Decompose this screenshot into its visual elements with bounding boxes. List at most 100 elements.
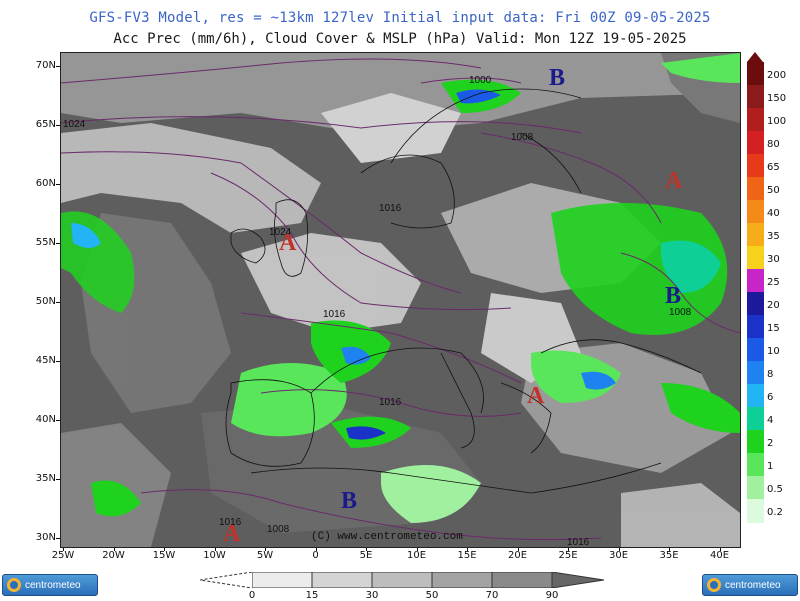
- colorbar-swatch: [747, 177, 764, 201]
- longitude-label: 25W: [51, 550, 75, 561]
- longitude-label: 35E: [659, 550, 679, 561]
- longitude-label: 20E: [507, 550, 528, 561]
- colorbar-swatch: [747, 292, 764, 316]
- logo-text: centrometeo: [25, 579, 81, 591]
- colorbar-label: 25: [767, 276, 780, 288]
- isobar-label-edge: 1024: [63, 119, 86, 130]
- colorbar-swatch: [747, 200, 764, 224]
- colorbar-swatch: [747, 315, 764, 339]
- longitude-label: 40E: [709, 550, 730, 561]
- longitude-label: 20W: [102, 550, 125, 561]
- isobar-label: 1008: [267, 524, 290, 535]
- coastlines: [225, 88, 702, 494]
- cloud-swatch: [431, 572, 493, 588]
- latitude-tick: [56, 66, 61, 67]
- longitude-tick: [63, 546, 64, 551]
- longitude-tick: [568, 546, 569, 551]
- longitude-tick: [416, 546, 418, 551]
- colorbar-swatch: [747, 476, 764, 500]
- cloud-label: 30: [365, 590, 379, 601]
- low-center-marker: B: [549, 65, 565, 91]
- colorbar-label: 35: [767, 230, 780, 242]
- colorbar-swatch: [747, 407, 764, 431]
- cloud-label: 50: [425, 590, 439, 601]
- longitude-label: 10W: [203, 550, 226, 561]
- logo-ring-icon: [707, 578, 721, 592]
- longitude-tick: [164, 546, 165, 551]
- colorbar-label: 50: [767, 184, 780, 196]
- centrometeo-logo-right[interactable]: centrometeo: [702, 574, 798, 596]
- longitude-tick: [719, 546, 721, 551]
- colorbar-label: 1: [767, 460, 774, 472]
- cloud-label: 90: [545, 590, 559, 601]
- colorbar-swatch: [747, 246, 764, 270]
- colorbar-label: 200: [767, 69, 787, 81]
- precipitation-layer: [61, 53, 740, 523]
- cloud-swatch: [311, 572, 373, 588]
- colorbar-swatch: [747, 85, 764, 109]
- colorbar-label: 6: [767, 391, 774, 403]
- centrometeo-logo-left[interactable]: centrometeo: [2, 574, 98, 596]
- longitude-label: 30E: [608, 550, 629, 561]
- latitude-tick: [56, 479, 61, 480]
- longitude-tick: [669, 546, 670, 551]
- colorbar-swatch: [747, 223, 764, 247]
- low-center-marker: B: [341, 488, 357, 514]
- longitude-tick: [265, 546, 266, 551]
- isobar-label: 1024: [269, 227, 292, 238]
- copyright-text: (C) www.centrometeo.com: [311, 531, 463, 543]
- latitude-tick: [56, 361, 61, 362]
- isobar-label: 1008: [669, 307, 692, 318]
- latitude-label: 30N: [35, 532, 56, 543]
- colorbar-label: 150: [767, 92, 787, 104]
- longitude-label: 5W: [256, 550, 274, 561]
- colorbar-swatch: [747, 384, 764, 408]
- longitude-label: 10E: [406, 550, 427, 561]
- latitude-label: 55N: [35, 237, 56, 248]
- colorbar-swatch: [747, 131, 764, 155]
- cloud-label: 70: [485, 590, 499, 601]
- longitude-label: 5E: [359, 550, 373, 561]
- high-center-marker: A: [527, 383, 545, 409]
- longitude-label: 0: [312, 550, 319, 561]
- cloud-label: 15: [305, 590, 319, 601]
- isobar-labels: 1000 1008 1016 1024 1016 1016 1008 1016 …: [63, 75, 692, 547]
- pressure-centers: B A A B A B A: [223, 65, 683, 547]
- isobar-label: 1000: [469, 75, 492, 86]
- high-center-marker: A: [279, 230, 297, 256]
- longitude-tick: [366, 546, 367, 551]
- colorbar-swatch: [747, 338, 764, 362]
- longitude-tick: [214, 546, 216, 551]
- colorbar-swatch: [747, 154, 764, 178]
- isobar-label: 1016: [567, 537, 590, 547]
- colorbar-swatch: [747, 269, 764, 293]
- latitude-label: 60N: [35, 178, 56, 189]
- isobar-label: 1008: [511, 132, 534, 143]
- latitude-tick: [56, 243, 61, 244]
- colorbar-label: 8: [767, 368, 774, 380]
- latitude-label: 40N: [35, 414, 56, 425]
- colorbar-label: 4: [767, 414, 774, 426]
- latitude-label: 45N: [35, 355, 56, 366]
- colorbar-top-arrow: [747, 52, 763, 62]
- high-center-marker: A: [223, 521, 241, 547]
- colorbar-label: 0.5: [767, 483, 783, 495]
- isobar-label: 1016: [219, 517, 242, 528]
- colorbar-label: 15: [767, 322, 780, 334]
- latitude-tick: [56, 538, 61, 539]
- cloud-label: 0: [248, 590, 256, 601]
- colorbar-swatch: [747, 108, 764, 132]
- colorbar-label: 10: [767, 345, 780, 357]
- colorbar-swatch: [747, 499, 764, 523]
- cloud-swatch: [371, 572, 433, 588]
- latitude-tick: [56, 184, 61, 185]
- latitude-label: 65N: [35, 119, 56, 130]
- latitude-label: 35N: [35, 473, 56, 484]
- product-title: Acc Prec (mm/6h), Cloud Cover & MSLP (hP…: [113, 31, 687, 47]
- colorbar-swatch: [747, 430, 764, 454]
- map-canvas: 1000 1008 1016 1024 1016 1016 1008 1016 …: [61, 53, 740, 547]
- colorbar-swatch: [747, 62, 764, 86]
- latitude-tick: [56, 302, 61, 303]
- cloud-cover-colorbar: [252, 572, 552, 588]
- longitude-label: 15W: [152, 550, 176, 561]
